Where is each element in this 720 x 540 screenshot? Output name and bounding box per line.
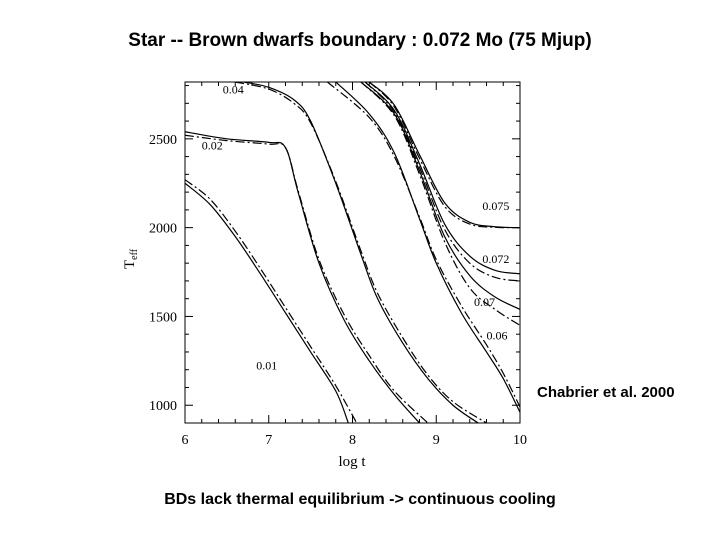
x-tick-label: 6 [182,433,189,448]
curve-label-0-01: 0.01 [256,359,277,373]
data-series [185,82,520,423]
x-tick-label: 7 [265,433,272,448]
cooling-track-0-07-dashed [360,82,520,326]
cooling-track-0-01-dashed [185,179,358,423]
curve-label-0-06: 0.06 [487,329,508,343]
curve-labels: 0.04 0.02 0.01 0.075 0.072 0.07 0.06 [202,83,510,373]
y-tick-label: 1500 [149,310,177,325]
curve-label-0-07: 0.07 [474,295,495,309]
x-axis-title: log t [338,454,366,470]
cooling-track-0-06-solid [335,82,520,413]
axis-ticks: 6 7 8 9 10 1000 1500 2000 2500 [149,82,527,448]
y-axis-title-main: T [122,260,138,269]
curve-label-0-02: 0.02 [202,138,223,152]
citation: Chabrier et al. 2000 [537,384,675,401]
curve-label-0-04: 0.04 [223,83,244,97]
cooling-track-0-04-dashed [235,82,487,423]
y-tick-label: 1000 [149,399,177,414]
cooling-track-0-07-solid [360,82,520,310]
cooling-track-0-01-solid [185,182,349,423]
cooling-track-0-06-dashed [326,82,520,408]
plot-frame [184,81,521,424]
cooling-track-0-072-solid [364,82,520,275]
caption: BDs lack thermal equilibrium -> continuo… [164,491,556,508]
cooling-track-0-02-solid [185,131,420,423]
cooling-track-0-04-solid [243,82,479,423]
cooling-track-0-075-dashed [368,82,520,229]
y-axis-title: Teff [122,248,140,269]
slide-title: Star -- Brown dwarfs boundary : 0.072 Mo… [128,30,592,51]
y-tick-label: 2500 [149,133,177,148]
y-tick-label: 2000 [149,222,177,237]
y-axis-title-subscript: eff [129,248,140,260]
curve-label-0-075: 0.075 [482,199,509,213]
x-tick-label: 8 [349,433,356,448]
cooling-track-0-072-dashed [364,82,520,282]
x-tick-label: 9 [433,433,440,448]
x-tick-label: 10 [513,433,527,448]
cooling-track-0-075-solid [368,82,520,229]
cooling-track-0-02-dashed [185,134,429,423]
curve-label-0-072: 0.072 [482,252,509,266]
